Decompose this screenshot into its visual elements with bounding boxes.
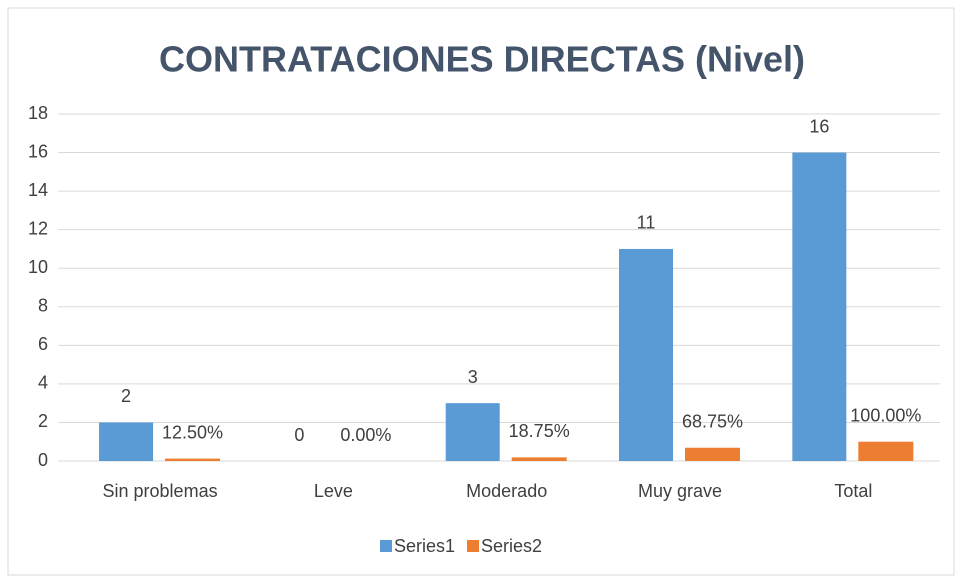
x-tick-label: Moderado [466, 481, 547, 501]
y-tick-label: 8 [38, 296, 48, 316]
data-label: 3 [468, 367, 478, 387]
x-tick-label: Leve [314, 481, 353, 501]
data-label: 68.75% [682, 411, 743, 431]
x-tick-label: Sin problemas [103, 481, 218, 501]
data-label: 0 [294, 425, 304, 445]
y-tick-label: 2 [38, 411, 48, 431]
y-tick-label: 14 [28, 180, 48, 200]
y-tick-label: 12 [28, 218, 48, 238]
data-label: 0.00% [340, 425, 391, 445]
data-label: 2 [121, 386, 131, 406]
bar [792, 152, 847, 462]
y-tick-label: 4 [38, 373, 48, 393]
x-tick-label: Total [834, 481, 872, 501]
bar [511, 457, 567, 461]
y-tick-label: 0 [38, 450, 48, 470]
chart-title: CONTRATACIONES DIRECTAS (Nivel) [159, 39, 805, 80]
x-tick-label: Muy grave [638, 481, 722, 501]
y-tick-label: 6 [38, 334, 48, 354]
bar [619, 248, 674, 461]
y-tick-label: 18 [28, 103, 48, 123]
legend-label: Series1 [394, 536, 455, 556]
y-tick-label: 16 [28, 141, 48, 161]
data-label: 11 [637, 213, 656, 233]
data-label: 100.00% [850, 405, 921, 425]
legend-swatch [467, 540, 480, 552]
bar [685, 447, 741, 461]
data-label: 12.50% [162, 422, 223, 442]
y-tick-label: 10 [28, 257, 48, 277]
bar [858, 441, 914, 461]
bar [445, 403, 500, 461]
bar [99, 422, 154, 461]
data-label: 18.75% [509, 421, 570, 441]
bar [165, 458, 221, 461]
legend-label: Series2 [481, 536, 542, 556]
legend-swatch [380, 540, 392, 552]
data-label: 16 [809, 116, 829, 136]
